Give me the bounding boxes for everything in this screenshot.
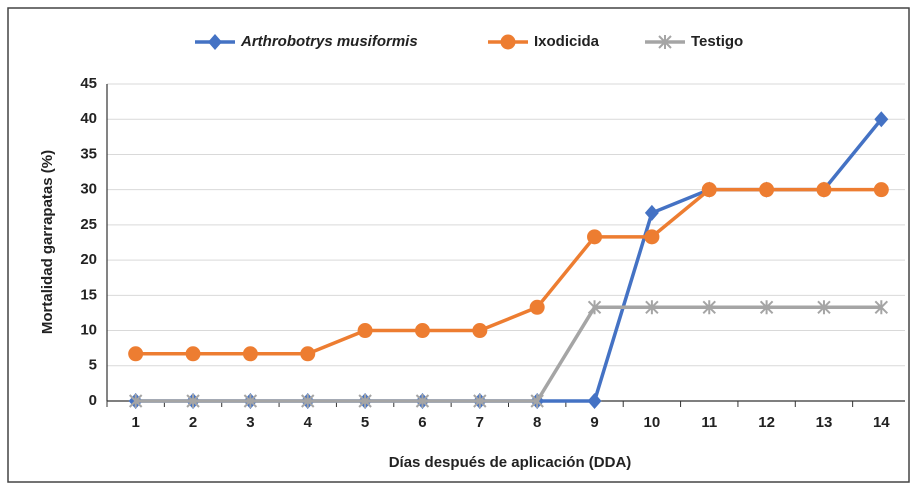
marker (186, 394, 200, 408)
y-tick-label: 40 (80, 110, 97, 127)
y-axis-title: Mortalidad garrapatas (%) (39, 150, 56, 334)
marker (472, 323, 488, 339)
marker (185, 346, 201, 362)
x-tick-label: 12 (758, 414, 775, 431)
marker (242, 346, 258, 362)
marker (817, 300, 831, 315)
x-tick-label: 7 (476, 414, 484, 431)
marker (358, 394, 372, 408)
marker (530, 394, 544, 408)
x-tick-label: 1 (132, 414, 140, 431)
line (135, 187, 882, 356)
x-tick-label: 14 (873, 414, 890, 431)
marker (873, 182, 889, 198)
marker (874, 111, 889, 128)
marker (874, 300, 889, 315)
marker (208, 34, 222, 50)
marker (414, 323, 430, 339)
y-tick-label: 20 (80, 251, 97, 268)
marker (658, 35, 672, 49)
marker (816, 182, 832, 198)
y-tick-label: 5 (89, 357, 97, 374)
marker (587, 229, 603, 245)
x-axis-title: Días después de aplicación (DDA) (389, 454, 632, 471)
marker (759, 300, 774, 315)
marker (243, 394, 258, 408)
marker (644, 204, 659, 221)
x-tick-label: 6 (418, 414, 426, 431)
x-tick-label: 2 (189, 414, 197, 431)
marker (644, 229, 660, 245)
x-tick-label: 11 (701, 414, 717, 431)
marker (759, 182, 775, 198)
legend-label: Arthrobotrys musiformis (240, 33, 418, 50)
marker (701, 182, 717, 198)
series (128, 300, 889, 408)
marker (702, 300, 716, 315)
chart-border (7, 7, 910, 483)
y-tick-label: 30 (80, 181, 97, 198)
marker (301, 394, 315, 408)
x-tick-label: 3 (246, 414, 254, 431)
x-tick-label: 10 (644, 414, 661, 431)
marker (500, 34, 516, 50)
marker (473, 394, 487, 408)
marker (128, 346, 144, 362)
y-tick-label: 45 (80, 75, 97, 92)
marker (645, 300, 659, 315)
legend-label: Ixodicida (534, 33, 600, 50)
marker (529, 299, 545, 315)
y-tick-label: 0 (89, 392, 97, 409)
y-tick-label: 25 (80, 216, 97, 233)
y-tick-label: 15 (80, 286, 97, 303)
marker (415, 394, 430, 408)
line (135, 305, 882, 403)
x-tick-label: 8 (533, 414, 541, 431)
x-tick-label: 9 (590, 414, 598, 431)
series (128, 182, 889, 362)
marker (587, 393, 602, 409)
y-tick-label: 10 (80, 322, 97, 339)
x-tick-label: 4 (304, 414, 313, 431)
legend-label: Testigo (691, 33, 743, 50)
y-tick-label: 35 (80, 145, 97, 162)
marker (300, 346, 316, 362)
x-tick-label: 5 (361, 414, 369, 431)
marker (357, 323, 373, 339)
marker (128, 394, 143, 408)
x-tick-label: 13 (816, 414, 833, 431)
marker (587, 300, 602, 315)
